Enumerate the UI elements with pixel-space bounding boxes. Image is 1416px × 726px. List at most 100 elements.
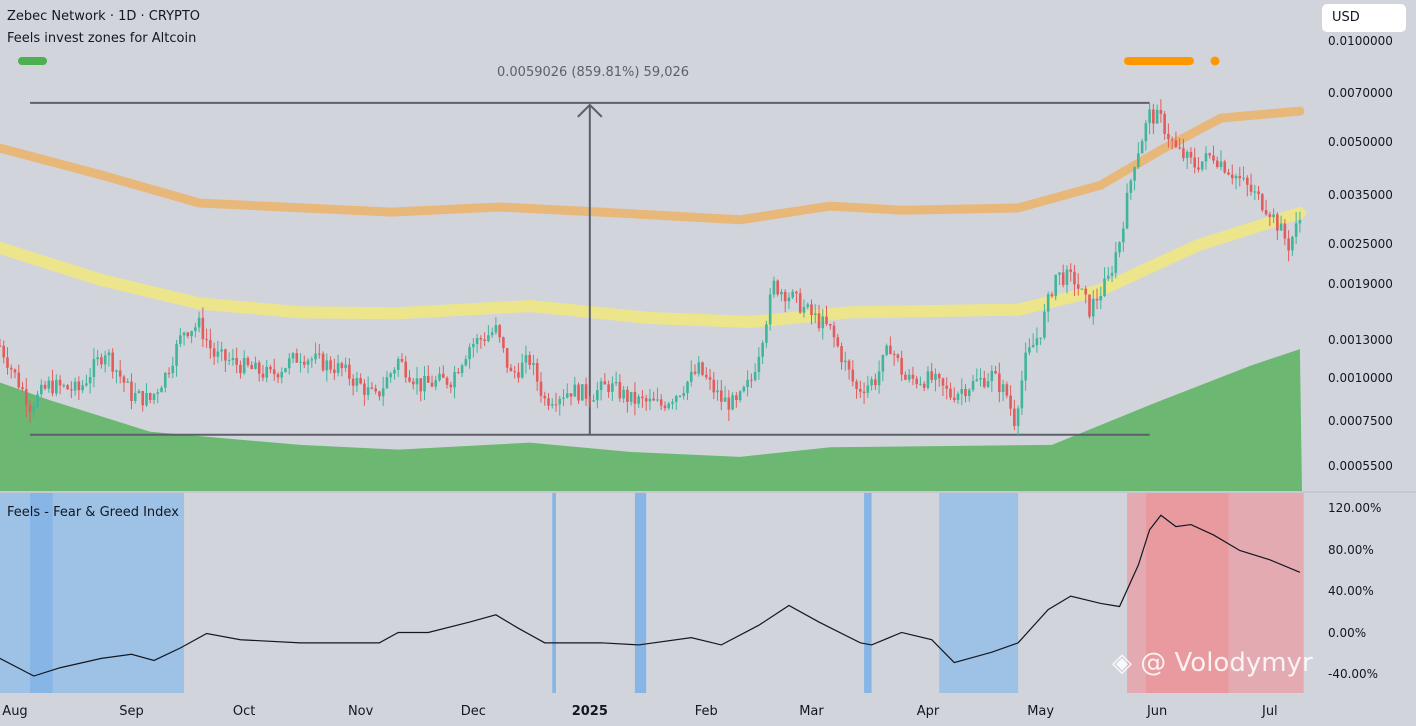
candle	[813, 304, 817, 324]
candle	[577, 382, 580, 404]
candle	[1103, 267, 1106, 298]
price-axis-label: 0.0100000	[1328, 34, 1393, 48]
candle	[1242, 166, 1245, 182]
candle	[652, 391, 655, 401]
candle	[55, 374, 58, 397]
candle	[468, 343, 471, 369]
candle	[24, 378, 28, 417]
candle	[994, 365, 997, 375]
candle	[1234, 173, 1238, 190]
candle	[13, 368, 17, 379]
candle	[1020, 370, 1024, 416]
candle	[239, 360, 242, 379]
candle	[51, 369, 54, 397]
fear-zone	[939, 493, 1019, 693]
candle	[731, 392, 734, 411]
candle	[603, 373, 607, 385]
candle	[441, 365, 445, 378]
candle	[175, 339, 178, 377]
candle	[118, 360, 122, 384]
candle	[1159, 99, 1163, 123]
candle	[783, 289, 787, 313]
candle	[269, 364, 272, 374]
candle	[975, 368, 979, 383]
candle	[682, 386, 686, 400]
candle	[1283, 219, 1287, 246]
candle	[494, 317, 498, 335]
candle	[325, 353, 329, 382]
price-axis-label: 0.0025000	[1328, 237, 1393, 252]
time-axis-label: Nov	[347, 704, 374, 719]
candle	[1009, 385, 1012, 416]
candle	[892, 350, 896, 366]
candle	[663, 401, 667, 412]
indicator-title[interactable]: Feels invest zones for Altcoin	[7, 31, 197, 46]
lower-pane-title[interactable]: Feels - Fear & Greed Index	[7, 505, 179, 520]
candle	[581, 384, 584, 401]
candle	[1170, 136, 1174, 150]
candle	[708, 368, 712, 390]
candle	[524, 345, 528, 374]
upper-band	[0, 106, 1305, 225]
candle	[904, 371, 907, 381]
candle	[426, 365, 430, 383]
candle	[753, 363, 757, 382]
candle	[434, 375, 438, 391]
symbol-title[interactable]: Zebec Network · 1D · CRYPTO	[7, 9, 201, 24]
candle	[1001, 379, 1005, 402]
candle	[919, 376, 922, 386]
candle	[280, 367, 284, 384]
candle	[922, 381, 926, 391]
candle	[866, 375, 870, 398]
extreme-fear-zone	[30, 493, 53, 693]
candle	[411, 378, 415, 390]
candle	[535, 358, 539, 391]
candle	[900, 350, 903, 382]
candle	[1291, 235, 1294, 256]
candle	[802, 299, 806, 318]
candle	[547, 393, 550, 411]
candle	[472, 337, 475, 358]
candle	[881, 354, 885, 382]
candle	[1106, 267, 1110, 282]
time-axis-label: Feb	[694, 704, 718, 719]
candle	[344, 357, 347, 372]
candle	[930, 362, 934, 384]
candle	[517, 362, 520, 383]
candle	[81, 380, 84, 394]
candle	[220, 341, 223, 362]
candle	[746, 370, 749, 397]
candle	[618, 374, 622, 402]
candle	[378, 390, 381, 401]
candle	[321, 351, 325, 372]
candle	[1197, 157, 1200, 173]
candle	[438, 366, 441, 382]
candle	[859, 380, 862, 398]
candle	[415, 366, 419, 395]
green-signal-marker	[18, 57, 47, 65]
candle	[1294, 211, 1298, 245]
candle	[502, 336, 505, 353]
candle	[1279, 215, 1283, 231]
currency-button[interactable]: USD	[1322, 4, 1406, 32]
candle	[1287, 230, 1290, 262]
candle	[979, 368, 982, 387]
candle	[817, 304, 821, 332]
candle	[460, 363, 464, 377]
candle	[761, 340, 764, 365]
price-range-measure	[30, 101, 1150, 436]
candle	[1230, 164, 1234, 185]
candle	[231, 348, 235, 366]
candle	[1114, 241, 1118, 279]
candle	[674, 394, 678, 411]
candle	[1076, 273, 1080, 296]
candle	[795, 290, 798, 304]
candle	[513, 365, 516, 379]
candle	[291, 351, 295, 364]
candle	[235, 347, 238, 374]
candle	[926, 366, 930, 390]
candle	[107, 349, 111, 367]
time-axis-label: Apr	[916, 704, 940, 719]
candle	[836, 333, 840, 348]
